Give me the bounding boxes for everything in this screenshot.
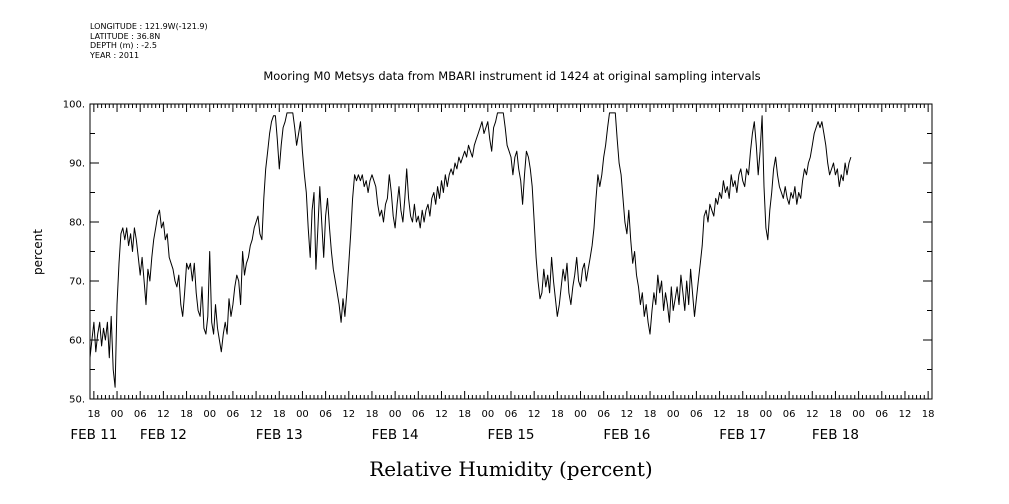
x-tick-label: 06 [227,409,240,420]
x-tick-label: 12 [806,409,819,420]
x-tick-label: 18 [644,409,657,420]
x-tick-label: 00 [667,409,680,420]
x-tick-label: 18 [922,409,935,420]
longitude-text: LONGITUDE : 121.9W(-121.9) [90,22,208,31]
x-tick-label: 00 [481,409,494,420]
x-tick-label: 18 [87,409,100,420]
x-tick-label: 18 [273,409,286,420]
x-date-label: FEB 12 [140,427,187,443]
station-metadata: LONGITUDE : 121.9W(-121.9) LATITUDE : 36… [90,22,208,60]
y-tick-label: 80. [69,218,85,229]
x-tick-label: 12 [157,409,170,420]
x-tick-label: 00 [296,409,309,420]
x-tick-label: 06 [597,409,610,420]
x-tick-label: 12 [899,409,912,420]
series-group [89,112,852,388]
x-tick-label: 06 [134,409,147,420]
x-date-label: FEB 18 [812,427,859,443]
x-tick-label: 00 [574,409,587,420]
latitude-text: LATITUDE : 36.8N [90,31,161,41]
plot-frame [89,103,933,400]
x-tick-label: 12 [713,409,726,420]
x-date-label: FEB 13 [256,427,303,443]
y-tick-label: 50. [69,395,85,406]
x-tick-label: 18 [736,409,749,420]
x-tick-label: 12 [250,409,263,420]
x-axis: 18 00 06 12 18 00 06 12 18 00 06 12 18 00 06 12 18 00 06 12… [70,104,935,443]
x-date-label: FEB 16 [603,427,650,443]
x-axis-label: Relative Humidity (percent) [369,457,652,481]
x-tick-label: 00 [389,409,402,420]
year-text: YEAR : 2011 [90,50,140,60]
x-date-label: FEB 17 [719,427,766,443]
x-tick-label: 06 [505,409,518,420]
x-tick-label: 12 [342,409,355,420]
x-tick-label: 18 [551,409,564,420]
x-tick-label: 18 [366,409,379,420]
x-tick-label: 12 [621,409,634,420]
x-date-label: FEB 14 [372,427,419,443]
x-tick-label: 18 [180,409,193,420]
y-tick-label: 100. [63,100,85,111]
y-axis-label: percent [31,229,45,275]
y-tick-label: 90. [69,159,85,170]
x-tick-label: 00 [852,409,865,420]
y-tick-label: 60. [69,336,85,347]
x-tick-label: 12 [435,409,448,420]
x-date-label: FEB 11 [70,427,117,443]
depth-text: DEPTH (m) : -2.5 [90,41,157,50]
x-date-label: FEB 15 [487,427,534,443]
x-tick-label: 18 [829,409,842,420]
series-line [89,112,852,388]
y-axis: 50. 60. 70. 80. 90. 100. [63,100,932,406]
x-tick-label: 18 [458,409,471,420]
y-tick-label: 70. [69,277,85,288]
x-tick-label: 12 [528,409,541,420]
x-tick-label: 00 [111,409,124,420]
x-tick-label: 06 [412,409,425,420]
x-tick-label: 00 [760,409,773,420]
chart-title: Mooring M0 Metsys data from MBARI instru… [263,69,760,83]
x-tick-label: 06 [875,409,888,420]
x-tick-label: 06 [690,409,703,420]
x-tick-label: 06 [783,409,796,420]
x-tick-label: 00 [203,409,216,420]
x-tick-label: 06 [319,409,332,420]
